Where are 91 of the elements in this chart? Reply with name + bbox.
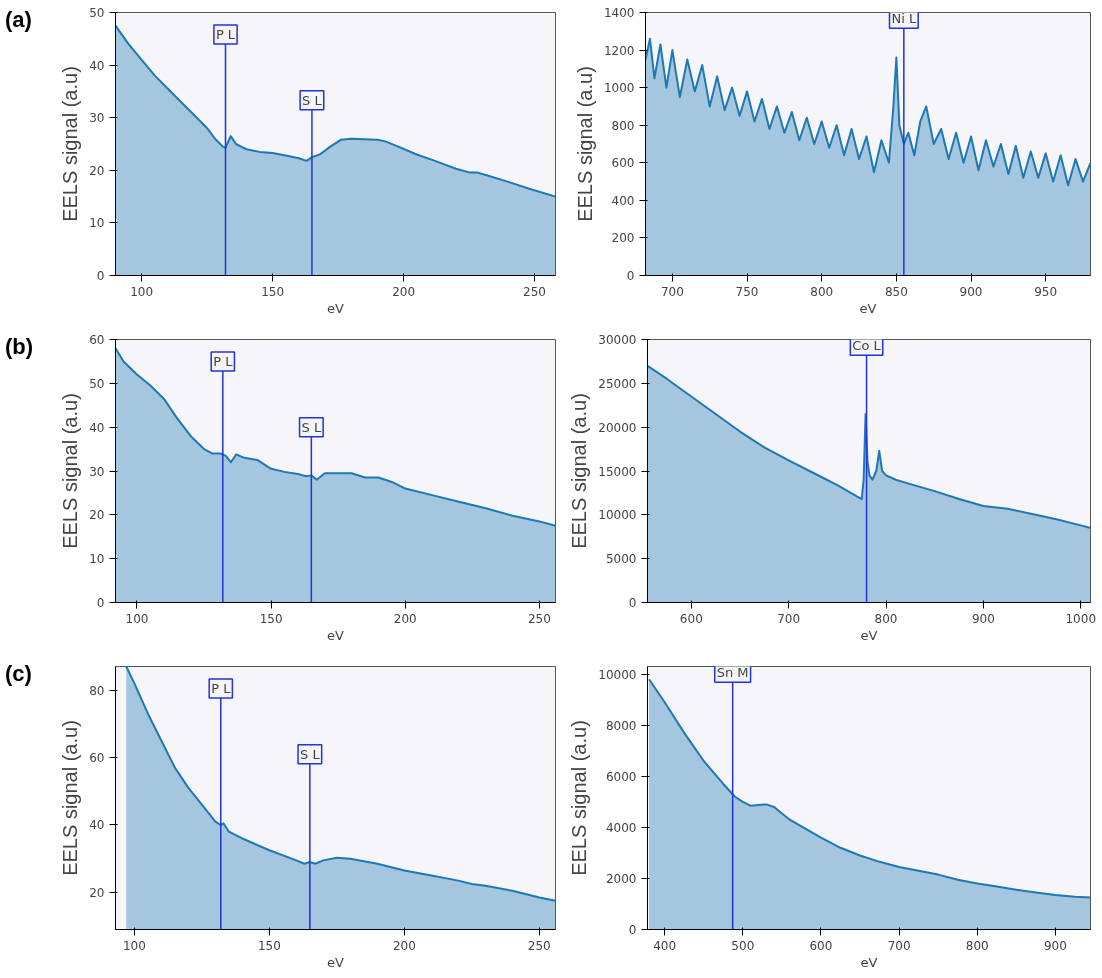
y-tick-label: 60 xyxy=(89,751,105,766)
x-tick-label: 900 xyxy=(959,284,983,299)
y-axis-title: EELS signal (a.u) xyxy=(573,66,596,222)
y-tick-label: 20000 xyxy=(598,420,637,435)
x-tick-label: 700 xyxy=(887,938,911,953)
y-tick-label: 5000 xyxy=(605,552,637,567)
x-axis-title: eV xyxy=(327,300,345,316)
text: (a) xyxy=(5,6,32,34)
y-axis-title: EELS signal (a.u) xyxy=(568,720,591,876)
x-tick-label: 900 xyxy=(971,611,995,626)
y-axis-title: EELS signal (a.u) xyxy=(59,66,82,222)
y-tick-label: 0 xyxy=(96,596,105,610)
y-tick-label: 0 xyxy=(626,269,635,283)
y-tick-label: 25000 xyxy=(598,376,637,391)
y-tick-label: 40 xyxy=(89,420,105,435)
y-tick-label: 400 xyxy=(611,193,635,208)
y-tick-label: 4000 xyxy=(605,820,637,835)
ref-line-label: S L xyxy=(302,92,323,108)
x-tick-label: 100 xyxy=(125,611,149,626)
y-tick-label: 50 xyxy=(89,6,105,20)
y-tick-label: 8000 xyxy=(605,718,637,733)
y-axis-title: EELS signal (a.u) xyxy=(59,720,82,876)
x-tick-label: 100 xyxy=(122,938,146,953)
x-tick-label: 600 xyxy=(679,611,703,626)
y-tick-label: 10 xyxy=(89,216,105,231)
y-tick-label: 10000 xyxy=(598,667,637,682)
x-axis-title: eV xyxy=(327,627,345,643)
x-tick-label: 900 xyxy=(1043,938,1067,953)
text: (c) xyxy=(5,660,32,688)
x-tick-label: 200 xyxy=(392,284,416,299)
y-tick-label: 20 xyxy=(89,163,105,178)
x-tick-label: 800 xyxy=(965,938,989,953)
x-tick-label: 800 xyxy=(810,284,834,299)
x-tick-label: 100 xyxy=(130,284,154,299)
x-axis-title: eV xyxy=(859,300,877,316)
y-tick-label: 50 xyxy=(89,376,105,391)
y-tick-label: 60 xyxy=(89,333,105,347)
x-tick-label: 600 xyxy=(809,938,833,953)
ref-line-label: Sn M xyxy=(716,665,749,681)
ref-line-label: S L xyxy=(300,746,321,762)
y-tick-label: 1200 xyxy=(603,43,635,58)
y-tick-label: 600 xyxy=(611,156,635,171)
ref-line-label: P L xyxy=(213,354,234,370)
y-tick-label: 40 xyxy=(89,58,105,73)
ref-line-label: Ni L xyxy=(891,11,917,27)
y-tick-label: 30 xyxy=(89,111,105,126)
x-tick-label: 1000 xyxy=(1065,611,1097,626)
y-tick-label: 30000 xyxy=(598,333,637,347)
y-tick-label: 1400 xyxy=(603,6,635,20)
y-tick-label: 10 xyxy=(89,552,105,567)
ref-line-label: S L xyxy=(301,419,322,435)
y-tick-label: 800 xyxy=(611,118,635,133)
x-tick-label: 950 xyxy=(1034,284,1058,299)
ref-line-label: Co L xyxy=(852,338,882,354)
y-tick-label: 200 xyxy=(611,231,635,246)
y-axis-title: EELS signal (a.u) xyxy=(568,393,591,549)
x-tick-label: 200 xyxy=(392,938,416,953)
x-tick-label: 500 xyxy=(731,938,755,953)
x-tick-label: 850 xyxy=(884,284,908,299)
y-tick-label: 40 xyxy=(89,818,105,833)
x-tick-label: 250 xyxy=(523,284,546,299)
y-tick-label: 0 xyxy=(96,269,105,283)
text: (b) xyxy=(5,333,34,361)
x-axis-title: eV xyxy=(327,954,345,970)
x-tick-label: 250 xyxy=(527,938,551,953)
y-tick-label: 20 xyxy=(89,508,105,523)
x-tick-label: 200 xyxy=(393,611,417,626)
y-tick-label: 20 xyxy=(89,885,105,900)
y-tick-label: 10000 xyxy=(598,508,637,523)
y-tick-label: 2000 xyxy=(605,871,637,886)
x-axis-title: eV xyxy=(860,627,878,643)
y-tick-label: 0 xyxy=(628,596,637,610)
x-tick-label: 250 xyxy=(527,611,551,626)
y-axis-title: EELS signal (a.u) xyxy=(59,393,82,549)
y-tick-label: 80 xyxy=(89,683,105,698)
x-tick-label: 700 xyxy=(777,611,801,626)
x-tick-label: 150 xyxy=(257,938,281,953)
x-tick-label: 150 xyxy=(259,611,283,626)
x-tick-label: 150 xyxy=(261,284,285,299)
ref-line-label: P L xyxy=(211,681,232,697)
x-axis-title: eV xyxy=(860,954,878,970)
y-tick-label: 0 xyxy=(628,923,637,937)
x-tick-label: 700 xyxy=(660,284,684,299)
ref-line-label: P L xyxy=(215,27,236,43)
x-tick-label: 400 xyxy=(653,938,677,953)
y-tick-label: 1000 xyxy=(603,81,635,96)
x-tick-label: 750 xyxy=(735,284,759,299)
x-tick-label: 800 xyxy=(874,611,898,626)
y-tick-label: 6000 xyxy=(605,769,637,784)
y-tick-label: 30 xyxy=(89,464,105,479)
y-tick-label: 15000 xyxy=(598,464,637,479)
